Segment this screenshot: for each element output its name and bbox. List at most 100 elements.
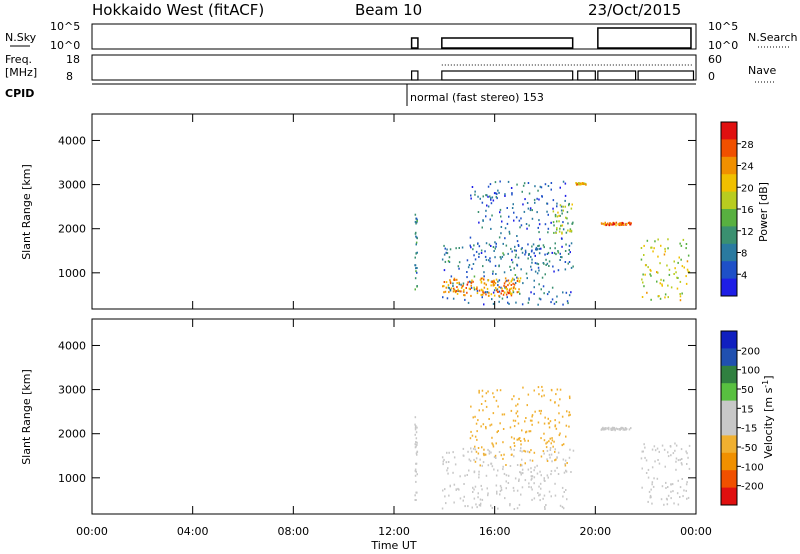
- echo-cell: [476, 438, 478, 441]
- noise-segment: [597, 27, 692, 49]
- echo-cell: [561, 256, 563, 259]
- echo-cell: [534, 185, 536, 188]
- echo-cell: [564, 182, 567, 185]
- echo-cell: [673, 260, 675, 263]
- echo-cell: [568, 202, 570, 205]
- echo-cell: [481, 293, 484, 296]
- echo-cell: [414, 426, 417, 429]
- echo-cell: [485, 283, 487, 286]
- echo-cell: [537, 245, 539, 247]
- echo-cell: [527, 450, 529, 453]
- echo-cell: [624, 427, 627, 429]
- echo-cell: [520, 268, 522, 271]
- echo-cell: [482, 423, 485, 426]
- echo-cell: [520, 447, 522, 450]
- echo-cell: [603, 427, 606, 430]
- echo-cell: [554, 450, 556, 453]
- echo-cell: [532, 243, 535, 246]
- echo-cell: [502, 293, 505, 296]
- echo-cell: [562, 205, 564, 208]
- echo-cell: [607, 223, 609, 226]
- echo-cell: [464, 474, 466, 477]
- echo-cell: [415, 499, 417, 501]
- echo-cell: [679, 458, 681, 461]
- echo-cell: [537, 226, 539, 229]
- echo-cell: [543, 452, 545, 455]
- echo-cell: [555, 253, 557, 256]
- echo-cell: [554, 213, 557, 216]
- echo-cell: [522, 184, 525, 187]
- echo-cell: [517, 277, 519, 280]
- echo-cell: [521, 450, 523, 453]
- echo-cell: [642, 281, 644, 284]
- echo-cell: [558, 230, 561, 233]
- echo-cell: [677, 459, 680, 462]
- echo-cell: [543, 394, 545, 397]
- echo-cell: [525, 417, 527, 419]
- echo-cell: [552, 210, 555, 213]
- echo-cell: [490, 293, 493, 296]
- echo-cell: [533, 476, 536, 479]
- echo-cell: [443, 285, 445, 288]
- echo-cell: [622, 222, 624, 225]
- echo-cell: [544, 253, 546, 256]
- echo-cell: [547, 251, 550, 254]
- echo-cell: [565, 470, 568, 473]
- echo-cell: [534, 466, 536, 469]
- echo-cell: [505, 293, 508, 296]
- echo-cell: [508, 282, 511, 285]
- echo-cell: [494, 256, 496, 259]
- freq-segment: [637, 70, 695, 81]
- echo-cell: [416, 220, 418, 223]
- echo-cell: [561, 444, 563, 447]
- echo-cell: [491, 214, 493, 217]
- echo-cell: [612, 428, 614, 431]
- echo-cell: [663, 253, 666, 256]
- echo-cell: [657, 459, 659, 461]
- echo-cell: [499, 211, 501, 214]
- echo-cell: [444, 247, 446, 250]
- echo-cell: [507, 279, 510, 282]
- echo-cell: [536, 262, 538, 265]
- colorbar-tick-label: 15: [741, 404, 754, 415]
- echo-cell: [517, 256, 520, 259]
- colorbar-swatch: [721, 261, 737, 280]
- echo-cell: [450, 287, 453, 290]
- echo-cell: [539, 493, 541, 496]
- echo-cell: [473, 244, 475, 247]
- echo-cell: [478, 473, 480, 476]
- echo-cell: [487, 279, 490, 282]
- echo-cell: [685, 247, 687, 250]
- echo-cell: [673, 273, 675, 275]
- echo-cell: [507, 252, 509, 255]
- echo-cell: [552, 207, 554, 210]
- echo-cell: [580, 182, 583, 185]
- echo-cell: [485, 474, 488, 477]
- echo-cell: [660, 278, 662, 281]
- echo-cell: [503, 413, 506, 416]
- echo-cell: [470, 284, 472, 287]
- echo-cell: [508, 215, 510, 218]
- echo-cell: [416, 285, 418, 287]
- echo-cell: [546, 293, 549, 296]
- echo-cell: [557, 251, 560, 254]
- echo-cell: [416, 221, 418, 224]
- echo-cell: [546, 460, 549, 462]
- echo-cell: [484, 255, 487, 258]
- echo-cell: [507, 180, 510, 183]
- echo-cell: [461, 285, 464, 288]
- echo-cell: [414, 288, 416, 291]
- echo-cell: [539, 470, 541, 473]
- echo-cell: [511, 261, 514, 264]
- echo-cell: [583, 182, 586, 185]
- echo-cell: [474, 415, 476, 418]
- echo-cell: [641, 467, 643, 470]
- echo-cell: [662, 279, 665, 282]
- echo-cell: [504, 227, 507, 230]
- colorbar-swatch: [721, 383, 737, 402]
- echo-cell: [531, 261, 533, 264]
- power-ylabel: Slant Range [km]: [20, 164, 33, 260]
- echo-cell: [641, 278, 643, 281]
- echo-cell: [469, 288, 471, 291]
- echo-cell: [551, 439, 554, 442]
